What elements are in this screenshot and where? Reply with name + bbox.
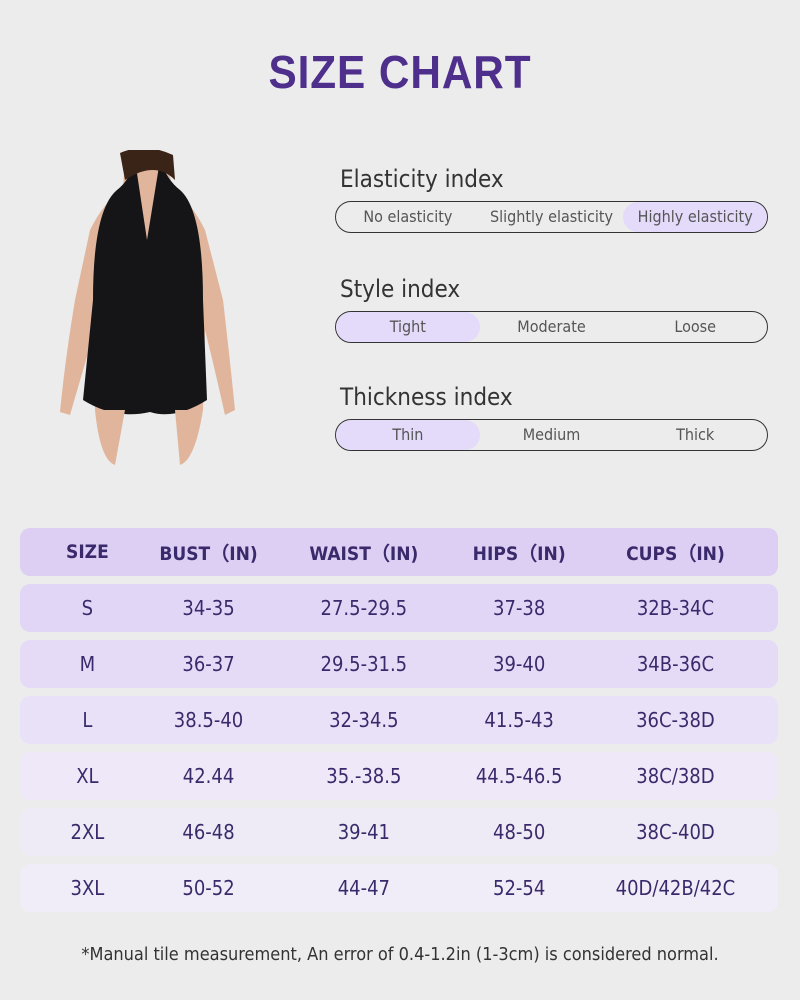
style-index: Style index Tight Moderate Loose — [335, 275, 773, 343]
table-row: L 38.5-40 32-34.5 41.5-43 36C-38D — [20, 696, 778, 744]
option-loose: Loose — [674, 317, 717, 336]
elasticity-scale: No elasticity Slightly elasticity Highly… — [335, 201, 768, 233]
table-row: 3XL 50-52 44-47 52-54 40D/42B/42C — [20, 864, 778, 912]
column-header: BUST（IN) — [159, 542, 258, 565]
table-cell: 34B-36C — [636, 652, 715, 676]
option-slightly-elasticity: Slightly elasticity — [489, 207, 614, 226]
table-cell: 39-40 — [493, 652, 546, 676]
option-thick: Thick — [676, 425, 715, 444]
column-header: WAIST（IN) — [309, 542, 419, 565]
table-cell: 48-50 — [493, 820, 546, 844]
table-cell: 44.5-46.5 — [475, 764, 563, 788]
option-medium: Medium — [522, 425, 581, 444]
column-header: HIPS（IN) — [472, 542, 566, 565]
model-photo — [60, 150, 235, 465]
table-cell: 38.5-40 — [173, 708, 244, 732]
table-row: 2XL 46-48 39-41 48-50 38C-40D — [20, 808, 778, 856]
table-cell: M — [79, 652, 96, 676]
thickness-index-label: Thickness index — [340, 383, 513, 411]
table-header: SIZE BUST（IN) WAIST（IN) HIPS（IN) CUPS（IN) — [20, 528, 778, 576]
table-cell: 36C-38D — [636, 708, 715, 732]
table-cell: 32-34.5 — [329, 708, 399, 732]
option-tight: Tight — [336, 312, 480, 342]
table-cell: 41.5-43 — [484, 708, 554, 732]
table-cell: 32B-34C — [636, 596, 715, 620]
thickness-index: Thickness index Thin Medium Thick — [335, 383, 773, 451]
table-cell: S — [81, 596, 94, 620]
table-cell: 40D/42B/42C — [615, 876, 736, 900]
style-scale: Tight Moderate Loose — [335, 311, 768, 343]
option-thin: Thin — [336, 420, 480, 450]
thickness-scale: Thin Medium Thick — [335, 419, 768, 451]
table-cell: 38C-40D — [636, 820, 715, 844]
option-no-elasticity: No elasticity — [363, 207, 453, 226]
table-cell: 44-47 — [337, 876, 390, 900]
table-cell: 34-35 — [182, 596, 235, 620]
table-cell: L — [82, 708, 93, 732]
table-cell: XL — [76, 764, 99, 788]
table-cell: 2XL — [70, 820, 105, 844]
table-cell: 35.-38.5 — [326, 764, 402, 788]
table-cell: 52-54 — [493, 876, 546, 900]
table-row: S 34-35 27.5-29.5 37-38 32B-34C — [20, 584, 778, 632]
table-cell: 3XL — [70, 876, 105, 900]
column-header: SIZE — [66, 541, 109, 563]
table-cell: 27.5-29.5 — [320, 596, 408, 620]
table-cell: 42.44 — [182, 764, 235, 788]
measurement-note: *Manual tile measurement, An error of 0.… — [81, 944, 719, 965]
table-cell: 37-38 — [493, 596, 546, 620]
table-cell: 46-48 — [182, 820, 235, 844]
table-row: XL 42.44 35.-38.5 44.5-46.5 38C/38D — [20, 752, 778, 800]
table-cell: 50-52 — [182, 876, 235, 900]
elasticity-index-label: Elasticity index — [340, 165, 504, 193]
page-title: SIZE CHART — [268, 46, 532, 98]
option-moderate: Moderate — [517, 317, 586, 336]
table-row: M 36-37 29.5-31.5 39-40 34B-36C — [20, 640, 778, 688]
table-cell: 36-37 — [182, 652, 235, 676]
elasticity-index: Elasticity index No elasticity Slightly … — [335, 165, 773, 233]
style-index-label: Style index — [340, 275, 461, 303]
table-cell: 29.5-31.5 — [320, 652, 408, 676]
column-header: CUPS（IN) — [626, 542, 725, 565]
table-cell: 39-41 — [337, 820, 390, 844]
option-highly-elasticity: Highly elasticity — [623, 202, 767, 232]
table-cell: 38C/38D — [636, 764, 715, 788]
